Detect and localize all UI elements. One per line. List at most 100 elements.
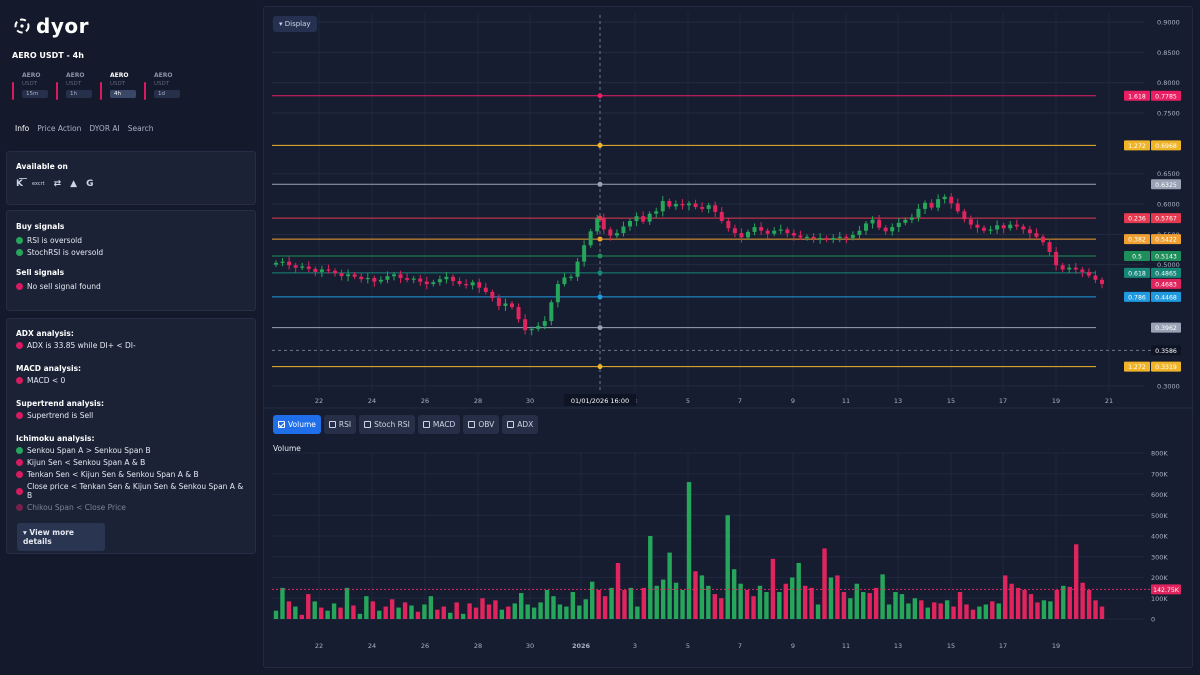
logo[interactable]: dyor — [12, 14, 89, 38]
candle-body — [995, 225, 1000, 230]
fib-anchor-dot — [597, 294, 603, 300]
volume-bar — [790, 577, 795, 619]
fib-price-label: 0.4468 — [1155, 294, 1177, 301]
candle-body — [372, 277, 377, 282]
volume-axis-tick: 600K — [1151, 491, 1168, 499]
candle-body — [326, 269, 331, 271]
candle-body — [319, 269, 324, 272]
checkbox-icon — [328, 421, 336, 428]
candle-body — [385, 276, 390, 280]
candle-body — [549, 302, 554, 322]
candle-body — [339, 273, 344, 277]
analysis-item: Senkou Span A > Senkou Span B — [16, 446, 246, 455]
toggle-rsi[interactable]: RSI — [323, 415, 357, 434]
display-button[interactable]: ▾ Display — [273, 16, 317, 32]
fib-price-badge — [1151, 140, 1181, 151]
volume-bar — [448, 612, 453, 619]
toggle-obv[interactable]: OBV — [463, 415, 500, 434]
exch-text-icon[interactable]: excrt — [31, 181, 45, 187]
price-axis-tick: 0.9000 — [1157, 19, 1180, 27]
candle-body — [490, 291, 495, 299]
volume-time-tick: 30 — [526, 642, 534, 650]
volume-bar — [680, 589, 685, 619]
nav-search[interactable]: Search — [127, 124, 154, 133]
nav-dyor-ai[interactable]: DYOR AI — [89, 124, 120, 133]
volume-bar — [964, 604, 969, 619]
volume-bar — [422, 604, 427, 619]
fib-anchor-dot — [597, 253, 603, 259]
tf-quote: USDT — [22, 81, 38, 87]
indicator-toggles: Volume RSI Stoch RSI MACD OBV ADX — [273, 415, 539, 434]
volume-bar — [551, 596, 556, 619]
analysis-text: Kijun Sen < Senkou Span A & B — [27, 458, 146, 467]
fib-ratio-label: 1.272 — [1128, 143, 1146, 150]
tf-base: AERO — [66, 72, 85, 79]
volume-bar — [506, 606, 511, 619]
volume-axis-tick: 100K — [1151, 595, 1168, 603]
checkbox-icon — [507, 421, 515, 428]
volume-bar — [557, 604, 563, 619]
volume-bar — [828, 577, 834, 619]
tf-base: AERO — [110, 72, 129, 79]
candle-body — [844, 236, 849, 238]
volume-bar — [577, 605, 582, 619]
tf-label: 1h — [66, 90, 92, 98]
volume-bar — [293, 606, 298, 619]
volume-bar — [628, 587, 634, 619]
candle-body — [988, 229, 993, 231]
timeframe-4h[interactable]: AERO USDT 4h — [100, 72, 144, 100]
timeframe-1h[interactable]: AERO USDT 1h — [56, 72, 100, 100]
volume-bar — [370, 601, 375, 619]
fib-anchor-dot — [597, 181, 603, 187]
volume-bar — [912, 598, 918, 619]
timeframe-1d[interactable]: AERO USDT 1d — [144, 72, 188, 100]
toggle-volume[interactable]: Volume — [273, 415, 321, 434]
kucoin-icon[interactable]: K͞ — [16, 179, 23, 189]
g-icon[interactable]: G — [86, 179, 94, 189]
candle-body — [536, 325, 541, 329]
candle-body — [791, 233, 796, 236]
checkbox-icon — [422, 421, 430, 428]
fib-price-badge — [1151, 234, 1181, 245]
fib-price-label: 0.5143 — [1155, 253, 1177, 260]
candle-body — [510, 303, 514, 308]
volume-bar — [596, 589, 601, 619]
analysis-item: Chikou Span < Close Price — [16, 503, 246, 512]
volume-bar — [583, 599, 588, 619]
exchange-list: K͞ excrt ⇄ ▲ G — [16, 179, 246, 189]
candle-body — [962, 211, 967, 220]
toggle-stoch-rsi[interactable]: Stoch RSI — [359, 415, 415, 434]
volume-bar — [615, 562, 621, 619]
volume-bar — [525, 604, 530, 619]
sidebar: dyor AERO USDT - 4h AERO USDT 15m AERO U… — [0, 0, 263, 675]
volume-bar — [564, 606, 569, 619]
volume-axis-tick: 300K — [1151, 553, 1168, 561]
toggle-macd[interactable]: MACD — [417, 415, 461, 434]
mountain-icon[interactable]: ▲ — [70, 179, 78, 189]
candle-body — [752, 227, 757, 232]
timeframe-15m[interactable]: AERO USDT 15m — [12, 72, 56, 100]
volume-time-tick: 15 — [947, 642, 955, 650]
dyor-logo-icon — [12, 16, 32, 36]
volume-bar — [1015, 587, 1021, 619]
candle-body — [614, 233, 619, 236]
candle-body — [1001, 225, 1006, 229]
time-axis-tick: 30 — [526, 397, 534, 405]
chart-canvas[interactable]: 0.9000 0.8500 0.8000 0.7500 0.6500 0.6000 0.5 5… — [264, 7, 1194, 669]
toggle-adx[interactable]: ADX — [502, 415, 539, 434]
negative-dot-icon — [16, 471, 23, 478]
volume-bar — [957, 592, 963, 619]
candle-body — [923, 202, 927, 209]
buy-signal: StochRSI is oversold — [16, 248, 246, 257]
volume-bar — [544, 589, 550, 619]
nav-info[interactable]: Info — [15, 124, 30, 133]
volume-time-tick: 9 — [791, 642, 795, 650]
nav-price-action[interactable]: Price Action — [37, 124, 82, 133]
view-more-button[interactable]: ▾ View more details — [17, 523, 105, 551]
volume-bar — [777, 592, 782, 619]
volume-bar — [686, 482, 692, 619]
fib-price-label: 0.6968 — [1155, 143, 1177, 150]
swap-icon[interactable]: ⇄ — [53, 179, 62, 189]
volume-time-tick: 3 — [633, 642, 637, 650]
time-axis-tick: 24 — [368, 397, 376, 405]
